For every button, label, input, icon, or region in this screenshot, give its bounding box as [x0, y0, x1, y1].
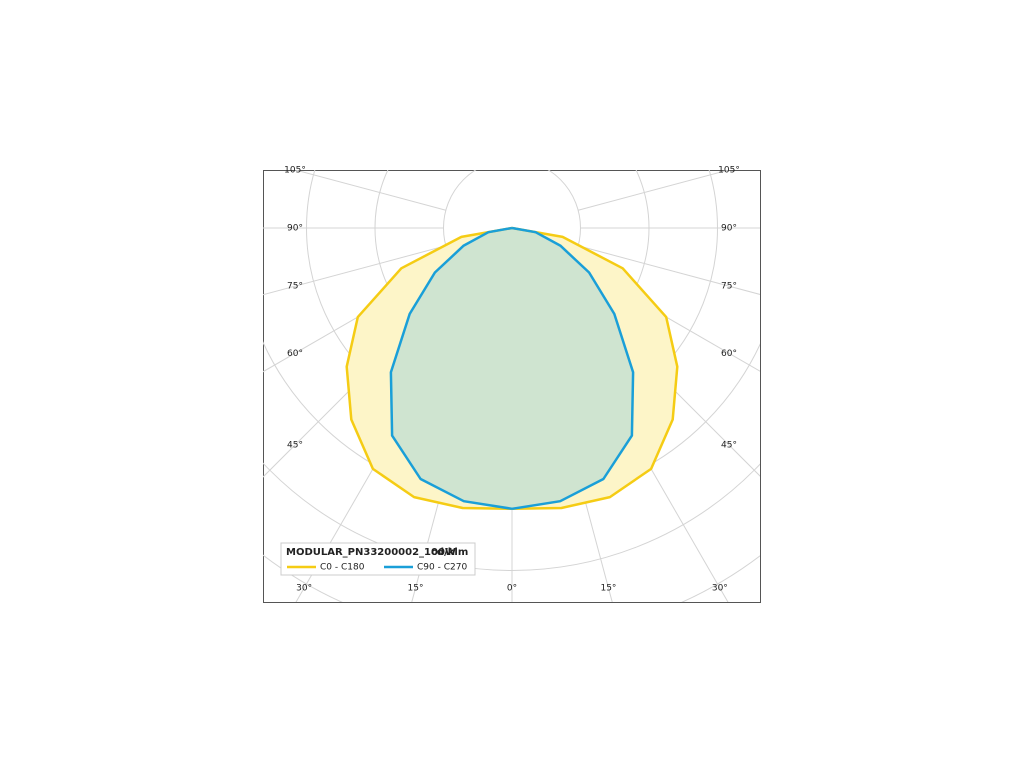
angle-label: 75° — [721, 282, 737, 292]
angle-label: 15° — [600, 584, 616, 594]
angle-label: 30° — [296, 584, 312, 594]
grid-spoke — [578, 170, 731, 211]
area — [390, 228, 634, 509]
legend-title: MODULAR_PN33200002_100W — [286, 547, 456, 558]
legend: MODULAR_PN33200002_100W cd/klm C0 - C180… — [280, 542, 476, 576]
angle-label: 60° — [287, 349, 303, 359]
legend-box — [280, 542, 476, 576]
curve — [511, 226, 635, 511]
legend-label: C90 - C270 — [417, 563, 467, 573]
legend-label: C0 - C180 — [320, 563, 365, 573]
angle-labels: 0° 15° 15° 30° 30° 45° 45° 60° 60° 75° 75° 90° 90° 10… — [284, 165, 740, 593]
angle-label: 45° — [287, 441, 303, 451]
curve — [389, 226, 513, 511]
legend-unit: cd/klm — [431, 547, 468, 558]
grid-spoke — [578, 245, 760, 295]
curve — [511, 226, 679, 511]
angle-label: 90° — [721, 224, 737, 234]
grid-spoke — [263, 245, 446, 296]
angle-label: 105° — [284, 165, 306, 175]
angle-label: 45° — [721, 441, 737, 451]
angle-label: 30° — [712, 584, 728, 594]
angle-label: 90° — [287, 224, 303, 234]
angle-label: 60° — [721, 349, 737, 359]
angle-label: 75° — [287, 282, 303, 292]
angle-label: 0° — [507, 584, 517, 594]
grid-spoke — [293, 170, 446, 211]
curve — [345, 226, 513, 511]
angle-label: 15° — [408, 584, 424, 594]
angle-label: 105° — [718, 165, 740, 175]
